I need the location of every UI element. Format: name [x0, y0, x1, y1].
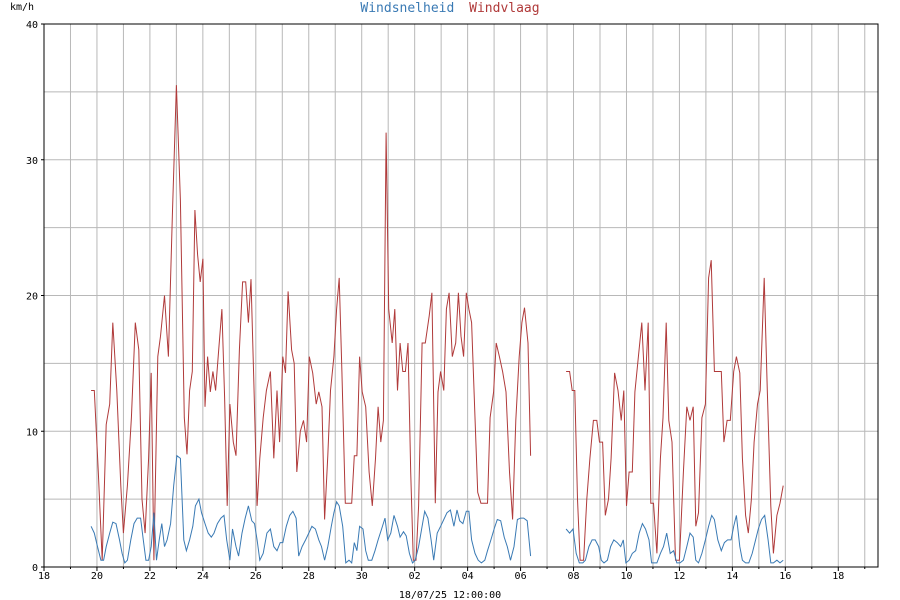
x-tick-label: 20 [91, 571, 103, 582]
y-tick-label: 10 [26, 427, 38, 438]
x-axis-label: 18/07/25 12:00:00 [399, 590, 501, 600]
series-line-windsnelheid [90, 454, 532, 564]
series-line-windvlaag [91, 85, 532, 561]
x-tick-label: 12 [673, 571, 685, 582]
x-tick-label: 02 [409, 571, 421, 582]
x-tick-label: 16 [779, 571, 791, 582]
x-tick-label: 18 [832, 571, 844, 582]
x-tick-label: 06 [515, 571, 527, 582]
x-tick-label: 10 [620, 571, 632, 582]
series-line-windsnelheid [565, 514, 784, 564]
y-tick-label: 30 [26, 156, 38, 167]
grid [44, 24, 878, 567]
y-axis-label: km/h [10, 2, 34, 13]
x-tick-label: 22 [144, 571, 156, 582]
x-tick-label: 30 [356, 571, 368, 582]
x-tick-label: 18 [38, 571, 50, 582]
y-tick-label: 40 [26, 20, 38, 31]
y-tick-label: 20 [26, 292, 38, 303]
series-layer [90, 85, 784, 564]
x-tick-label: 04 [462, 571, 474, 582]
y-tick-label: 0 [32, 563, 38, 574]
x-tick-label: 28 [303, 571, 315, 582]
axis-ticks: 18 20 22 24 26 28 30 02 04 06 08 10 12 14 16 1801020304… [26, 20, 866, 582]
title-windsnelheid: Windsnelheid [360, 1, 454, 16]
x-tick-label: 24 [197, 571, 209, 582]
x-tick-label: 26 [250, 571, 262, 582]
series-line-windvlaag [566, 260, 784, 561]
x-tick-label: 14 [726, 571, 738, 582]
x-tick-label: 08 [568, 571, 580, 582]
title-windvlaag: Windvlaag [469, 1, 539, 16]
chart-title: Windsnelheid Windvlaag [360, 1, 539, 16]
